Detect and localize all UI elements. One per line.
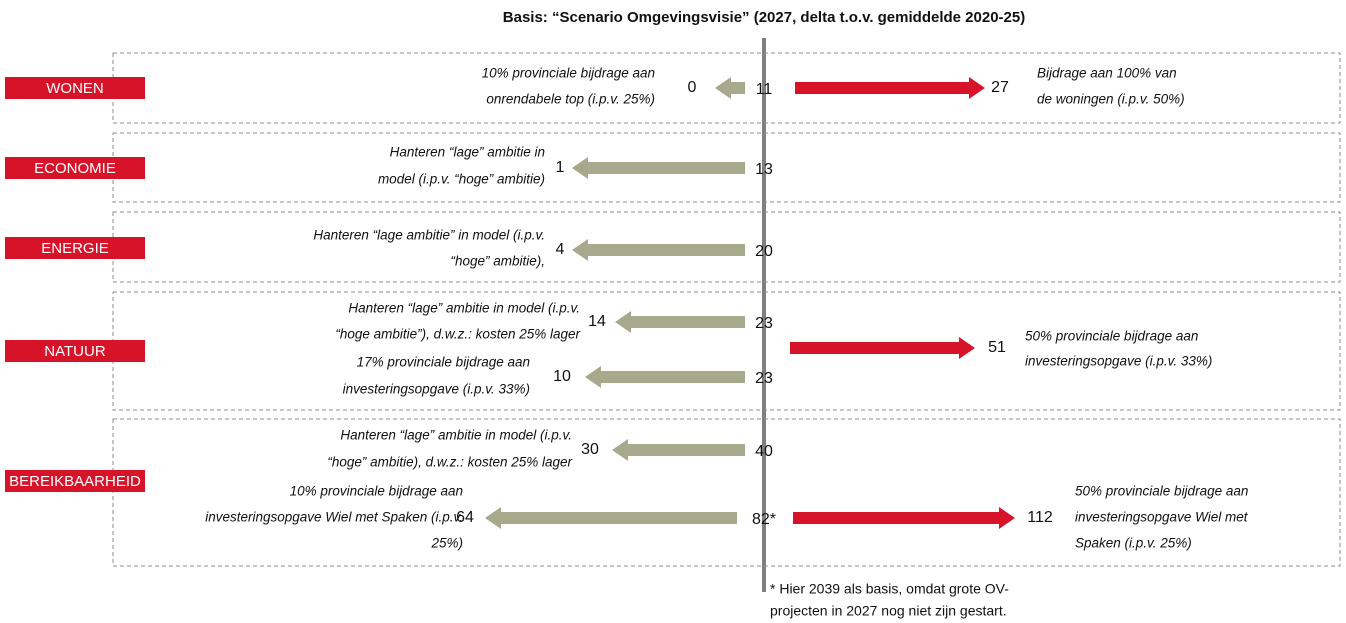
left-value: 10 <box>553 368 571 385</box>
left-text: Hanteren “lage” ambitie in model (i.p.v. <box>348 301 580 316</box>
right-text: 50% provinciale bijdrage aan <box>1025 329 1198 344</box>
section-box <box>112 418 1341 567</box>
left-value: 0 <box>688 79 697 96</box>
base-value: 23 <box>755 315 773 332</box>
left-value: 14 <box>588 313 606 330</box>
arrow <box>615 311 745 333</box>
base-value: 13 <box>755 161 773 178</box>
left-text: investeringsopgave Wiel met Spaken (i.p.… <box>205 510 463 525</box>
section-label-bg <box>5 237 145 259</box>
left-text: 25%) <box>430 536 463 551</box>
arrow <box>585 366 745 388</box>
footnote: projecten in 2027 nog niet zijn gestart. <box>770 603 1007 619</box>
arrow <box>612 439 745 461</box>
section-label-bg <box>5 157 145 179</box>
left-text: onrendabele top (i.p.v. 25%) <box>486 92 655 107</box>
right-text: investeringsopgave (i.p.v. 33%) <box>1025 354 1212 369</box>
section-label: ECONOMIE <box>34 160 116 177</box>
base-value: 82* <box>752 511 776 528</box>
base-value: 23 <box>755 370 773 387</box>
left-text: investeringsopgave (i.p.v. 33%) <box>343 382 530 397</box>
section-label: NATUUR <box>44 343 106 360</box>
right-text: Spaken (i.p.v. 25%) <box>1075 536 1192 551</box>
right-value: 112 <box>1027 509 1053 526</box>
section-label: ENERGIE <box>41 240 109 257</box>
right-text: de woningen (i.p.v. 50%) <box>1037 92 1185 107</box>
arrow <box>715 77 745 99</box>
left-text: 10% provinciale bijdrage aan <box>482 66 655 81</box>
arrow <box>790 337 975 359</box>
right-text: investeringsopgave Wiel met <box>1075 510 1249 525</box>
left-text: “hoge ambitie”), d.w.z.: kosten 25% lage… <box>335 327 580 342</box>
left-text: “hoge” ambitie), <box>450 254 545 269</box>
left-value: 1 <box>556 159 565 176</box>
arrow <box>485 507 737 529</box>
left-value: 4 <box>556 241 565 258</box>
left-text: “hoge” ambitie), d.w.z.: kosten 25% lage… <box>327 455 572 470</box>
arrow <box>572 239 745 261</box>
left-text: model (i.p.v. “hoge” ambitie) <box>378 172 545 187</box>
arrow <box>795 77 985 99</box>
section-label: WONEN <box>46 80 104 97</box>
left-text: Hanteren “lage” ambitie in <box>390 145 545 160</box>
left-value: 30 <box>581 441 599 458</box>
section-box <box>112 291 1341 411</box>
footnote: * Hier 2039 als basis, omdat grote OV- <box>770 581 1009 597</box>
section-label-bg <box>5 77 145 99</box>
base-value: 11 <box>756 81 773 98</box>
section-label: BEREIKBAARHEID <box>9 473 141 490</box>
right-value: 51 <box>988 339 1006 356</box>
base-value: 20 <box>755 243 773 260</box>
section-label-bg <box>5 340 145 362</box>
left-text: 17% provinciale bijdrage aan <box>357 355 530 370</box>
right-text: Bijdrage aan 100% van <box>1037 66 1177 81</box>
right-value: 27 <box>991 79 1009 96</box>
left-text: 10% provinciale bijdrage aan <box>290 484 463 499</box>
section-label-bg <box>5 470 145 492</box>
left-text: Hanteren “lage” ambitie in model (i.p.v. <box>340 428 572 443</box>
title: Basis: “Scenario Omgevingsvisie” (2027, … <box>503 9 1025 26</box>
right-text: 50% provinciale bijdrage aan <box>1075 484 1248 499</box>
arrow <box>793 507 1015 529</box>
left-text: Hanteren “lage ambitie” in model (i.p.v. <box>313 228 545 243</box>
left-value: 64 <box>456 509 474 526</box>
base-value: 40 <box>755 443 773 460</box>
arrow <box>572 157 745 179</box>
